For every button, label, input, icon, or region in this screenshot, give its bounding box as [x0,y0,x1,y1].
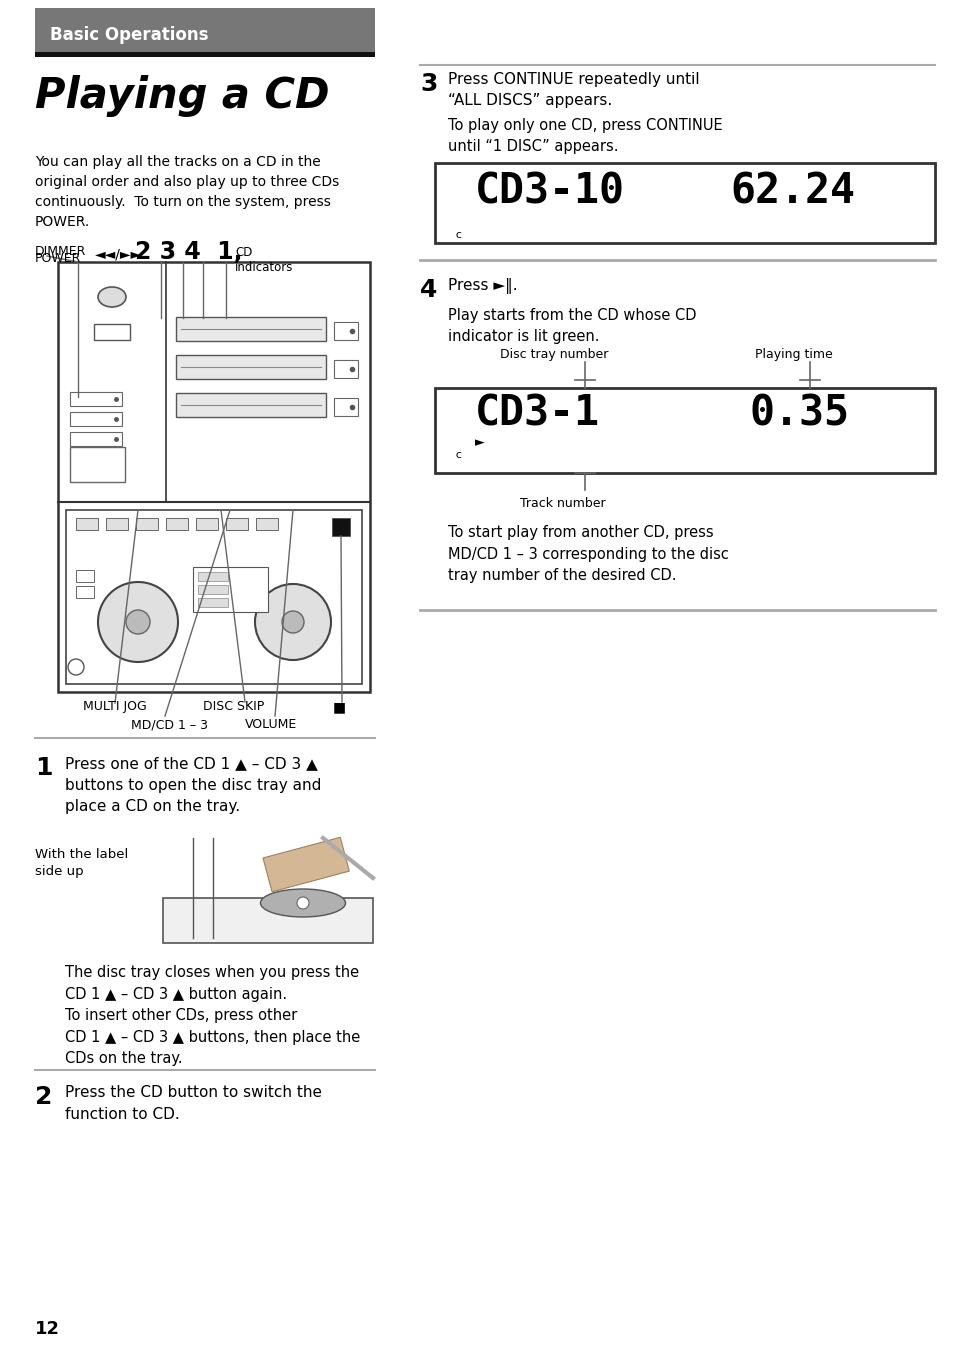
Ellipse shape [260,889,345,917]
Bar [94,324,130,340]
Bar [136,518,158,530]
Text: Playing time: Playing time [754,348,832,360]
Text: Press CONTINUE repeatedly until
“ALL DISCS” appears.: Press CONTINUE repeatedly until “ALL DIS… [448,72,699,108]
Text: ■: ■ [333,701,346,714]
Bar [35,51,375,57]
Bar [76,570,94,583]
Text: MULTI JOG: MULTI JOG [83,701,147,713]
Bar [198,598,228,607]
Text: DIMMER: DIMMER [35,245,87,257]
Bar [198,585,228,593]
Bar [263,837,349,892]
Bar [175,355,326,379]
Text: ◄◄/►►: ◄◄/►► [95,248,142,262]
Text: ►: ► [475,436,484,449]
Bar [332,518,350,537]
Text: ɔ: ɔ [455,449,460,458]
Bar [163,898,373,943]
Bar [334,398,357,416]
Text: 4: 4 [419,278,436,302]
Circle shape [254,584,331,660]
Text: 3: 3 [419,72,436,96]
Bar [70,432,122,446]
Bar [198,572,228,581]
Text: To start play from another CD, press
MD/CD 1 – 3 corresponding to the disc
tray : To start play from another CD, press MD/… [448,524,728,583]
Bar [35,8,375,54]
Bar [76,518,98,530]
Text: To play only one CD, press CONTINUE
until “1 DISC” appears.: To play only one CD, press CONTINUE unti… [448,118,721,154]
Circle shape [282,611,304,633]
Text: Playing a CD: Playing a CD [35,75,329,117]
Bar [226,518,248,530]
Bar [334,360,357,378]
Bar [435,388,934,473]
Bar [70,392,122,406]
Bar [76,585,94,598]
Text: 1: 1 [35,756,52,780]
Text: 62.24: 62.24 [729,169,854,211]
Text: 2 3 4  1,: 2 3 4 1, [135,240,242,264]
Ellipse shape [98,287,126,308]
Text: VOLUME: VOLUME [245,718,297,730]
Text: Press one of the CD 1 ▲ – CD 3 ▲
buttons to open the disc tray and
place a CD on: Press one of the CD 1 ▲ – CD 3 ▲ buttons… [65,756,321,814]
Bar [70,447,125,482]
Text: Press the CD button to switch the
function to CD.: Press the CD button to switch the functi… [65,1085,322,1122]
Circle shape [126,610,150,634]
Bar [66,509,361,684]
Bar [70,412,122,425]
Text: Basic Operations: Basic Operations [50,26,209,43]
Text: The disc tray closes when you press the
CD 1 ▲ – CD 3 ▲ button again.: The disc tray closes when you press the … [65,965,358,1001]
Text: CD
indicators: CD indicators [234,247,294,274]
Circle shape [68,659,84,675]
Bar [106,518,128,530]
Text: DISC SKIP: DISC SKIP [203,701,264,713]
Text: POWER: POWER [35,252,81,266]
Bar [435,163,934,243]
Text: Disc tray number: Disc tray number [499,348,608,360]
Text: You can play all the tracks on a CD in the
original order and also play up to th: You can play all the tracks on a CD in t… [35,154,339,229]
Text: Press ►‖.: Press ►‖. [448,278,517,294]
Text: MD/CD 1 – 3: MD/CD 1 – 3 [131,718,208,730]
Bar [195,518,218,530]
Text: CD3-10: CD3-10 [475,169,624,211]
Text: With the label
side up: With the label side up [35,848,128,878]
Text: CD3-1: CD3-1 [475,393,599,435]
Bar [175,393,326,417]
Bar [175,317,326,341]
Bar [193,566,268,612]
Circle shape [98,583,178,663]
Text: ɔ: ɔ [455,228,460,238]
Text: 2: 2 [35,1085,52,1108]
Text: Play starts from the CD whose CD
indicator is lit green.: Play starts from the CD whose CD indicat… [448,308,696,344]
Bar [255,518,277,530]
Circle shape [296,897,309,909]
Bar [334,322,357,340]
Bar [58,262,370,692]
Text: 0.35: 0.35 [749,393,849,435]
Text: 12: 12 [35,1320,60,1337]
Text: Track number: Track number [519,497,605,509]
Text: To insert other CDs, press other
CD 1 ▲ – CD 3 ▲ buttons, then place the
CDs on : To insert other CDs, press other CD 1 ▲ … [65,1008,360,1066]
Bar [166,518,188,530]
